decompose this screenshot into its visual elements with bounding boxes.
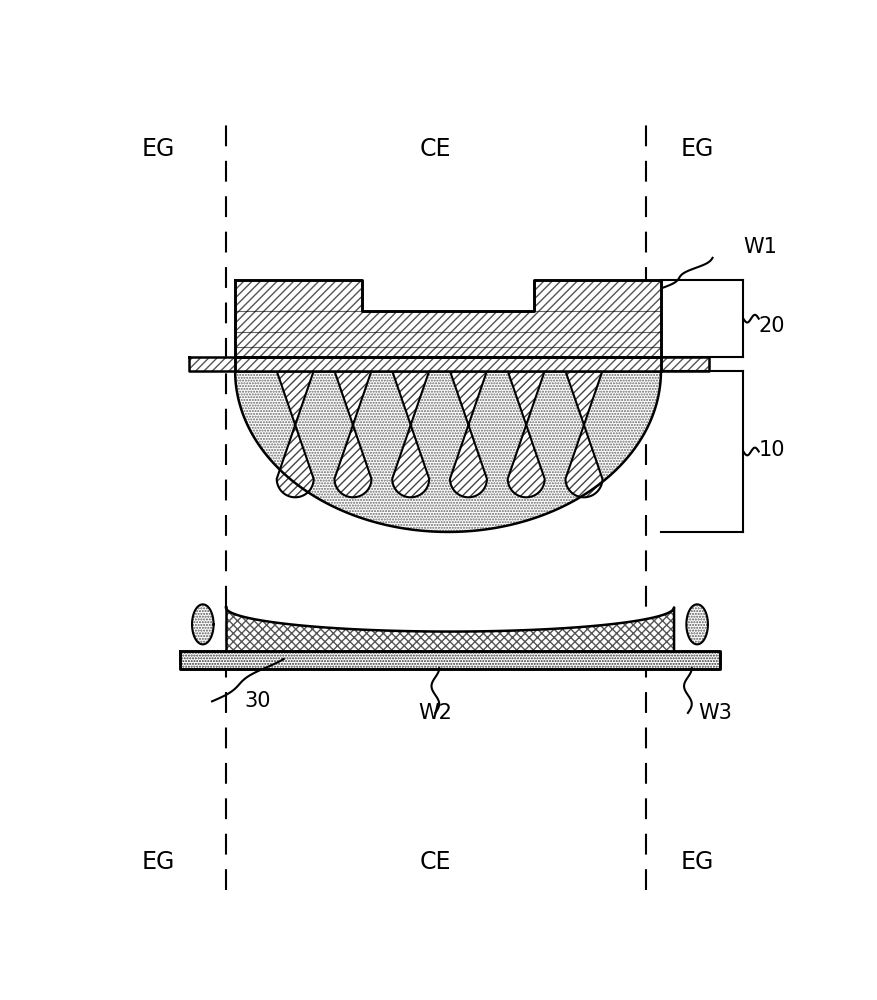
Text: W2: W2 [418, 703, 452, 723]
Text: EG: EG [141, 850, 175, 874]
Polygon shape [507, 371, 544, 497]
Polygon shape [392, 371, 429, 497]
Polygon shape [180, 651, 719, 669]
Polygon shape [189, 357, 235, 371]
Text: EG: EG [141, 137, 175, 161]
Text: W1: W1 [743, 237, 776, 257]
Text: W3: W3 [698, 703, 731, 723]
Text: EG: EG [680, 850, 713, 874]
Text: 30: 30 [244, 691, 271, 711]
Text: 10: 10 [758, 440, 784, 460]
Polygon shape [450, 371, 487, 497]
Polygon shape [276, 371, 313, 497]
Polygon shape [565, 371, 602, 497]
Polygon shape [235, 371, 660, 532]
Polygon shape [334, 371, 371, 497]
Polygon shape [225, 607, 674, 651]
Polygon shape [660, 357, 708, 371]
Text: EG: EG [680, 137, 713, 161]
Text: CE: CE [419, 850, 451, 874]
Text: 20: 20 [758, 316, 784, 336]
Polygon shape [235, 357, 660, 371]
Text: CE: CE [419, 137, 451, 161]
Polygon shape [235, 280, 660, 357]
Polygon shape [686, 604, 707, 644]
Polygon shape [192, 604, 213, 644]
